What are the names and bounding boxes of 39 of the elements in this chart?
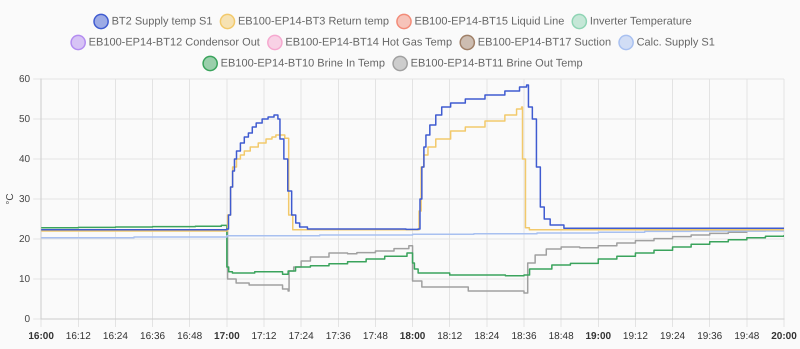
x-tick-label: 17:48 [362,330,388,342]
x-tick-label: 17:12 [251,330,277,342]
x-tick-label: 19:24 [660,330,686,342]
y-tick-label: 60 [19,74,31,85]
legend-label: EB100-EP14-BT11 Brine Out Temp [410,58,583,70]
y-tick-label: 50 [19,114,31,125]
x-tick-label: 18:00 [400,330,426,342]
y-axis-title: °C [4,193,16,205]
y-tick-label: 0 [24,314,31,325]
x-tick-label: 19:12 [622,330,648,342]
x-tick-label: 16:00 [28,330,54,342]
legend-label: Inverter Temperature [590,16,692,28]
x-tick-label: 19:36 [697,330,723,342]
x-tick-label: 20:00 [771,330,798,342]
legend-label: Calc. Supply S1 [636,36,715,49]
legend-label: EB100-EP14-BT12 Condensor Out [88,36,260,49]
x-tick-label: 16:48 [177,330,203,342]
legend-label: EB100-EP14-BT14 Hot Gas Temp [285,36,452,49]
x-tick-label: 17:36 [326,330,352,342]
legend-label: BT2 Supply temp S1 [112,16,212,28]
x-tick-label: 19:48 [734,330,760,342]
legend-label: EB100-EP14-BT3 Return temp [238,16,390,28]
y-tick-label: 10 [19,274,31,285]
x-tick-label: 17:24 [288,330,314,342]
y-tick-label: 20 [19,234,31,245]
x-tick-label: 19:00 [585,330,612,342]
legend-label: EB100-EP14-BT10 Brine In Temp [220,58,385,70]
legend-label: EB100-EP14-BT17 Suction [478,36,612,49]
y-tick-label: 30 [19,194,31,205]
x-tick-label: 16:12 [66,330,92,342]
x-tick-label: 16:24 [102,330,128,342]
x-tick-label: 17:00 [214,330,240,342]
x-tick-label: 18:12 [437,330,463,342]
x-tick-label: 16:36 [140,330,166,342]
x-tick-label: 18:36 [511,330,537,342]
x-tick-label: 18:24 [474,330,500,342]
legend-label: EB100-EP14-BT15 Liquid Line [414,16,564,28]
x-tick-label: 18:48 [548,330,574,342]
y-tick-label: 40 [19,154,31,165]
